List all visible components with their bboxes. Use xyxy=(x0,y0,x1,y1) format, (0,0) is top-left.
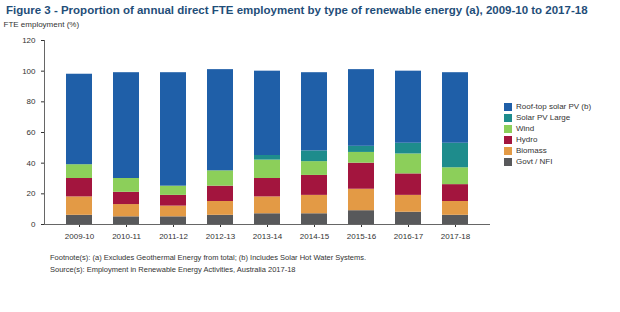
svg-text:2013-14: 2013-14 xyxy=(253,232,283,241)
svg-text:2010-11: 2010-11 xyxy=(112,232,141,241)
html-text:Footnote(s): (a) Excludes Geot: Footnote(s): (a) Excludes Geothermal Ene… xyxy=(50,253,367,262)
svg-text:FTE employment (%): FTE employment (%) xyxy=(4,20,80,29)
html-text:Wind: Wind xyxy=(516,124,535,133)
svg-text:100: 100 xyxy=(22,67,36,76)
svg-text:2016-17: 2016-17 xyxy=(394,232,424,241)
svg-text:2011-12: 2011-12 xyxy=(159,232,188,241)
svg-text:2017-18: 2017-18 xyxy=(441,232,471,241)
svg-text:2012-13: 2012-13 xyxy=(206,232,236,241)
html-text:Solar PV Large: Solar PV Large xyxy=(516,113,571,122)
html-text:Figure 3 - Proportion of annua: Figure 3 - Proportion of annual direct F… xyxy=(6,4,588,16)
svg-text:120: 120 xyxy=(22,36,36,45)
svg-text:2014-15: 2014-15 xyxy=(300,232,330,241)
svg-text:2009-10: 2009-10 xyxy=(65,232,95,241)
html-text:Roof-top solar PV (b): Roof-top solar PV (b) xyxy=(516,102,592,111)
svg-text:2015-16: 2015-16 xyxy=(347,232,377,241)
svg-text:60: 60 xyxy=(27,128,36,137)
svg-text:80: 80 xyxy=(27,97,36,106)
svg-text:40: 40 xyxy=(27,159,36,168)
html-text:Biomass: Biomass xyxy=(516,146,547,155)
html-text:Source(s): Employment in Renew: Source(s): Employment in Renewable Energ… xyxy=(50,265,296,274)
html-text:Hydro: Hydro xyxy=(516,135,538,144)
svg-text:20: 20 xyxy=(27,189,36,198)
svg-text:0: 0 xyxy=(31,220,36,229)
html-text:Govt / NFI: Govt / NFI xyxy=(516,157,553,166)
